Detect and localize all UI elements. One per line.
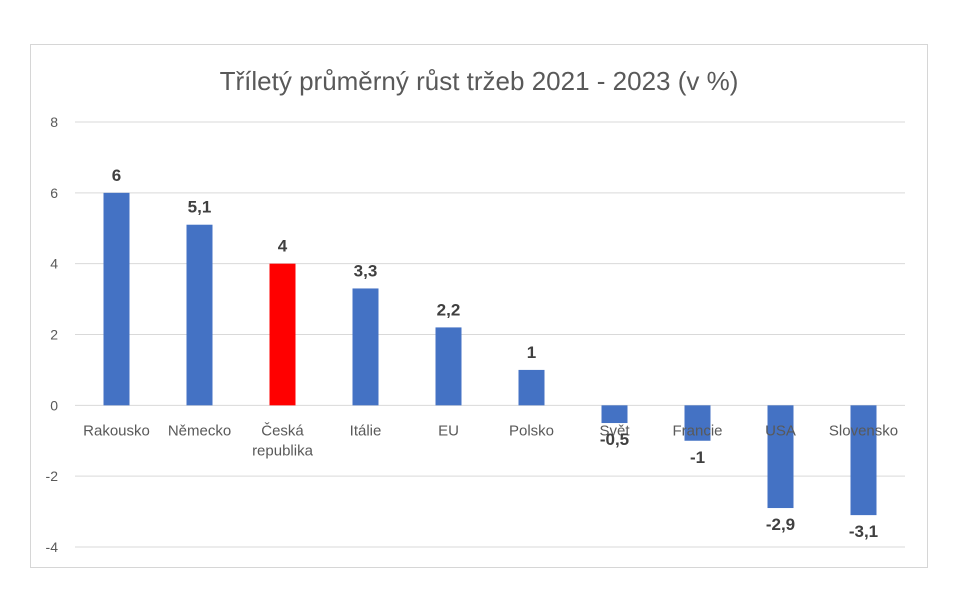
value-label: 5,1 <box>188 198 212 217</box>
value-label: 3,3 <box>354 261 378 280</box>
bar <box>269 263 296 406</box>
value-labels: 6 5,1 4 3,3 2,2 1 -0,5 -1 -2,9 -3,1 <box>112 166 878 541</box>
bar <box>684 405 711 441</box>
value-label: -0,5 <box>600 430 629 449</box>
y-tick-label: 0 <box>50 397 58 413</box>
bar <box>767 405 794 509</box>
category-label: Rakousko <box>83 422 150 439</box>
value-label: -3,1 <box>849 522 878 541</box>
bar <box>518 369 545 406</box>
value-label: -1 <box>690 448 705 467</box>
category-label: Polsko <box>509 422 554 439</box>
bars <box>103 192 877 516</box>
y-tick-label: -2 <box>46 468 59 484</box>
category-label: EU <box>438 422 459 439</box>
category-label: Česká republika <box>252 422 314 459</box>
category-labels: Rakousko Německo Česká republika Itálie EU Pol… <box>83 422 898 459</box>
value-label: 6 <box>112 166 121 185</box>
value-label: 1 <box>527 343 536 362</box>
gridlines <box>75 121 905 548</box>
category-label: Itálie <box>350 422 382 439</box>
chart-title: Tříletý průměrný růst tržeb 2021 - 2023 … <box>220 66 739 96</box>
value-label: -2,9 <box>766 515 795 534</box>
y-tick-label: 4 <box>50 256 58 272</box>
bar <box>435 327 462 406</box>
bar <box>601 405 628 424</box>
category-label: USA <box>765 422 796 439</box>
category-label: Německo <box>168 422 231 439</box>
bar <box>352 288 379 406</box>
y-tick-label: 8 <box>50 114 58 130</box>
y-tick-label: 6 <box>50 185 58 201</box>
category-label: Slovensko <box>829 422 898 439</box>
value-label: 2,2 <box>437 300 461 319</box>
category-label: Svět <box>599 422 630 439</box>
bar <box>103 192 130 406</box>
category-label: Francie <box>672 422 722 439</box>
y-tick-label: -4 <box>46 539 59 555</box>
y-axis-ticks: 8 6 4 2 0 -2 -4 <box>46 114 59 555</box>
bar <box>850 405 877 516</box>
value-label: 4 <box>278 237 288 256</box>
y-tick-label: 2 <box>50 327 58 343</box>
bar <box>186 224 213 406</box>
